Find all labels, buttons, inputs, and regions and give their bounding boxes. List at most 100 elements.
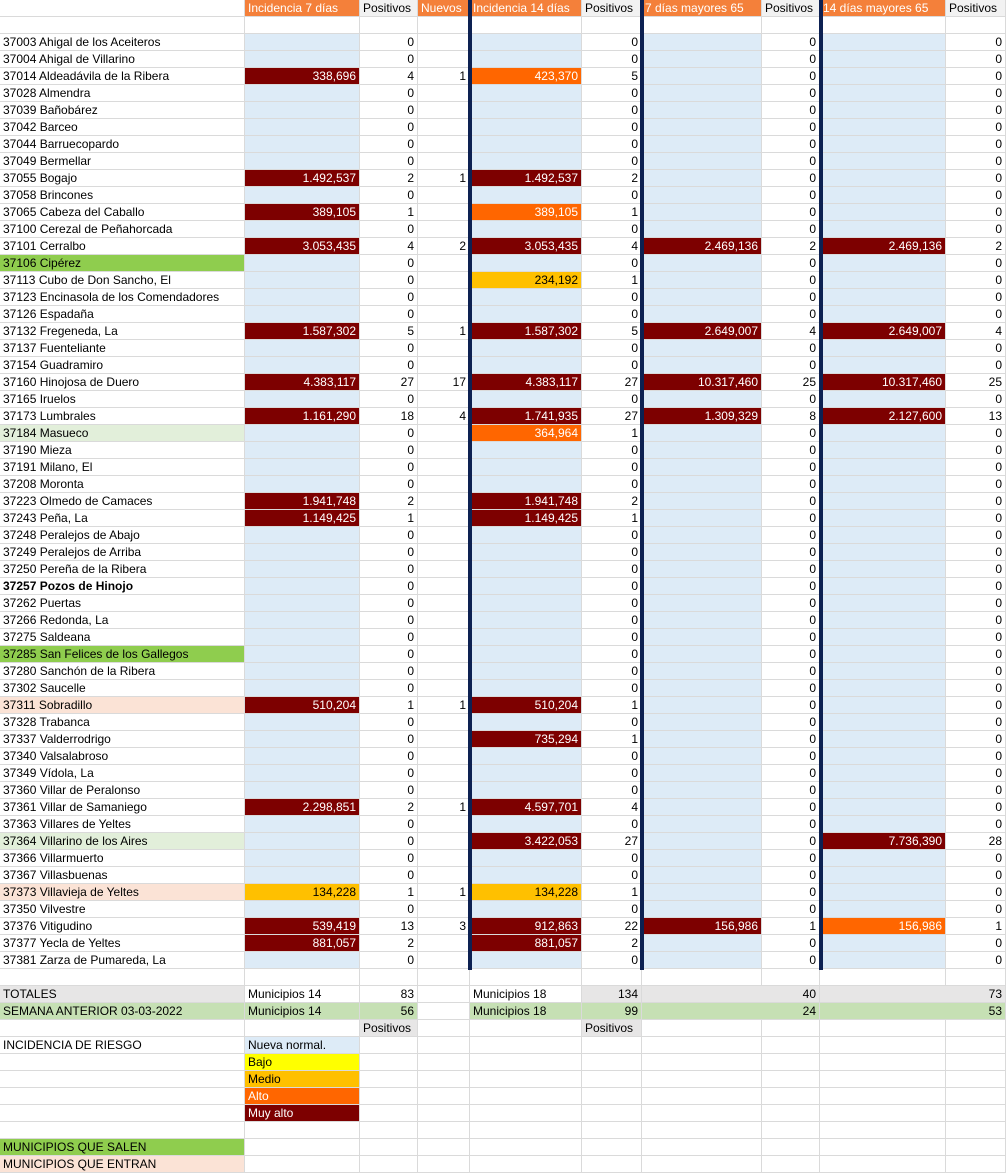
incidencia-7[interactable]	[245, 187, 360, 204]
nuevos[interactable]	[418, 85, 470, 102]
incidencia-14[interactable]: 912,863	[470, 918, 582, 935]
nuevos[interactable]	[418, 136, 470, 153]
positivos-7[interactable]: 0	[360, 544, 418, 561]
municipio-name[interactable]: 37137 Fuenteliante	[0, 340, 245, 357]
nuevos[interactable]	[418, 901, 470, 918]
incidencia-7[interactable]: 1.161,290	[245, 408, 360, 425]
mayores65-14[interactable]	[820, 595, 946, 612]
blank-cell[interactable]	[360, 1088, 418, 1105]
positivos-14[interactable]: 0	[582, 578, 642, 595]
blank-cell[interactable]	[418, 1105, 470, 1122]
nuevos[interactable]: 1	[418, 799, 470, 816]
blank-cell[interactable]	[762, 1071, 820, 1088]
blank-cell[interactable]	[360, 1105, 418, 1122]
positivos-7[interactable]: 0	[360, 340, 418, 357]
nuevos[interactable]	[418, 833, 470, 850]
mayores65-7[interactable]	[642, 629, 762, 646]
incidencia-14[interactable]	[470, 901, 582, 918]
nuevos[interactable]	[418, 544, 470, 561]
positivos-7[interactable]: 1	[360, 697, 418, 714]
mayores65-14[interactable]	[820, 561, 946, 578]
mayores65-14[interactable]	[820, 782, 946, 799]
incidencia-7[interactable]	[245, 629, 360, 646]
municipio-name[interactable]: 37113 Cubo de Don Sancho, El	[0, 272, 245, 289]
mayores65-14[interactable]	[820, 170, 946, 187]
nuevos[interactable]	[418, 476, 470, 493]
positivos-may14[interactable]: 0	[946, 459, 1006, 476]
positivos-may7[interactable]: 0	[762, 646, 820, 663]
municipio-name[interactable]: 37055 Bogajo	[0, 170, 245, 187]
blank-cell[interactable]	[582, 1071, 642, 1088]
positivos-14[interactable]: 0	[582, 153, 642, 170]
blank-cell[interactable]	[642, 1156, 762, 1173]
positivos-14[interactable]: 2	[582, 935, 642, 952]
mayores65-14[interactable]	[820, 493, 946, 510]
incidencia-7[interactable]	[245, 646, 360, 663]
positivos-14[interactable]: 0	[582, 646, 642, 663]
incidencia-14[interactable]	[470, 663, 582, 680]
mayores65-14[interactable]	[820, 255, 946, 272]
mayores65-7[interactable]	[642, 544, 762, 561]
positivos-may14[interactable]: 0	[946, 340, 1006, 357]
positivos-may14[interactable]: 0	[946, 765, 1006, 782]
incidencia-7[interactable]: 539,419	[245, 918, 360, 935]
blank-cell[interactable]	[820, 1139, 946, 1156]
blank-cell[interactable]	[642, 969, 762, 986]
positivos-may14[interactable]: 0	[946, 680, 1006, 697]
incidencia-14[interactable]	[470, 850, 582, 867]
mayores65-14[interactable]	[820, 748, 946, 765]
incidencia-14[interactable]	[470, 612, 582, 629]
blank-cell[interactable]	[360, 17, 418, 34]
incidencia-14[interactable]	[470, 357, 582, 374]
positivos-7[interactable]: 0	[360, 867, 418, 884]
positivos-14[interactable]: 0	[582, 629, 642, 646]
incidencia-7[interactable]	[245, 272, 360, 289]
municipio-name[interactable]: 37165 Iruelos	[0, 391, 245, 408]
incidencia-14[interactable]	[470, 34, 582, 51]
mayores65-7[interactable]: 2.469,136	[642, 238, 762, 255]
mayores65-14[interactable]	[820, 476, 946, 493]
incidencia-7[interactable]	[245, 765, 360, 782]
blank-cell[interactable]	[418, 969, 470, 986]
mayores65-7[interactable]	[642, 510, 762, 527]
positivos-7[interactable]: 0	[360, 425, 418, 442]
municipio-name[interactable]: 37100 Cerezal de Peñahorcada	[0, 221, 245, 238]
positivos-may14[interactable]: 0	[946, 527, 1006, 544]
positivos-may7[interactable]: 1	[762, 918, 820, 935]
positivos-7[interactable]: 4	[360, 68, 418, 85]
blank-cell[interactable]	[0, 1020, 245, 1037]
positivos-14[interactable]: 4	[582, 238, 642, 255]
positivos-14[interactable]: 0	[582, 391, 642, 408]
positivos-may7[interactable]: 0	[762, 187, 820, 204]
municipio-name[interactable]: 37039 Bañobárez	[0, 102, 245, 119]
header-pos3[interactable]: Positivos	[762, 0, 820, 17]
incidencia-14[interactable]: 735,294	[470, 731, 582, 748]
nuevos[interactable]	[418, 255, 470, 272]
mayores65-7[interactable]	[642, 153, 762, 170]
mayores65-7[interactable]	[642, 425, 762, 442]
positivos-may7[interactable]: 0	[762, 850, 820, 867]
blank-cell[interactable]	[418, 1139, 470, 1156]
positivos-7[interactable]: 1	[360, 884, 418, 901]
positivos-may14[interactable]: 2	[946, 238, 1006, 255]
nuevos[interactable]	[418, 748, 470, 765]
totals-blank[interactable]	[418, 986, 470, 1003]
municipio-name[interactable]: 37257 Pozos de Hinojo	[0, 578, 245, 595]
positivos-may14[interactable]: 0	[946, 476, 1006, 493]
positivos-may14[interactable]: 0	[946, 255, 1006, 272]
positivos-14[interactable]: 0	[582, 952, 642, 969]
mayores65-7[interactable]	[642, 578, 762, 595]
positivos-14[interactable]: 0	[582, 544, 642, 561]
positivos-14[interactable]: 0	[582, 612, 642, 629]
positivos-14[interactable]: 0	[582, 102, 642, 119]
incidencia-7[interactable]	[245, 748, 360, 765]
nuevos[interactable]: 2	[418, 238, 470, 255]
incidencia-14[interactable]	[470, 595, 582, 612]
municipio-name[interactable]: 37191 Milano, El	[0, 459, 245, 476]
nuevos[interactable]: 1	[418, 697, 470, 714]
positivos-may7[interactable]: 0	[762, 136, 820, 153]
positivos-14[interactable]: 0	[582, 51, 642, 68]
nuevos[interactable]	[418, 646, 470, 663]
mayores65-14[interactable]	[820, 935, 946, 952]
positivos-7[interactable]: 0	[360, 476, 418, 493]
